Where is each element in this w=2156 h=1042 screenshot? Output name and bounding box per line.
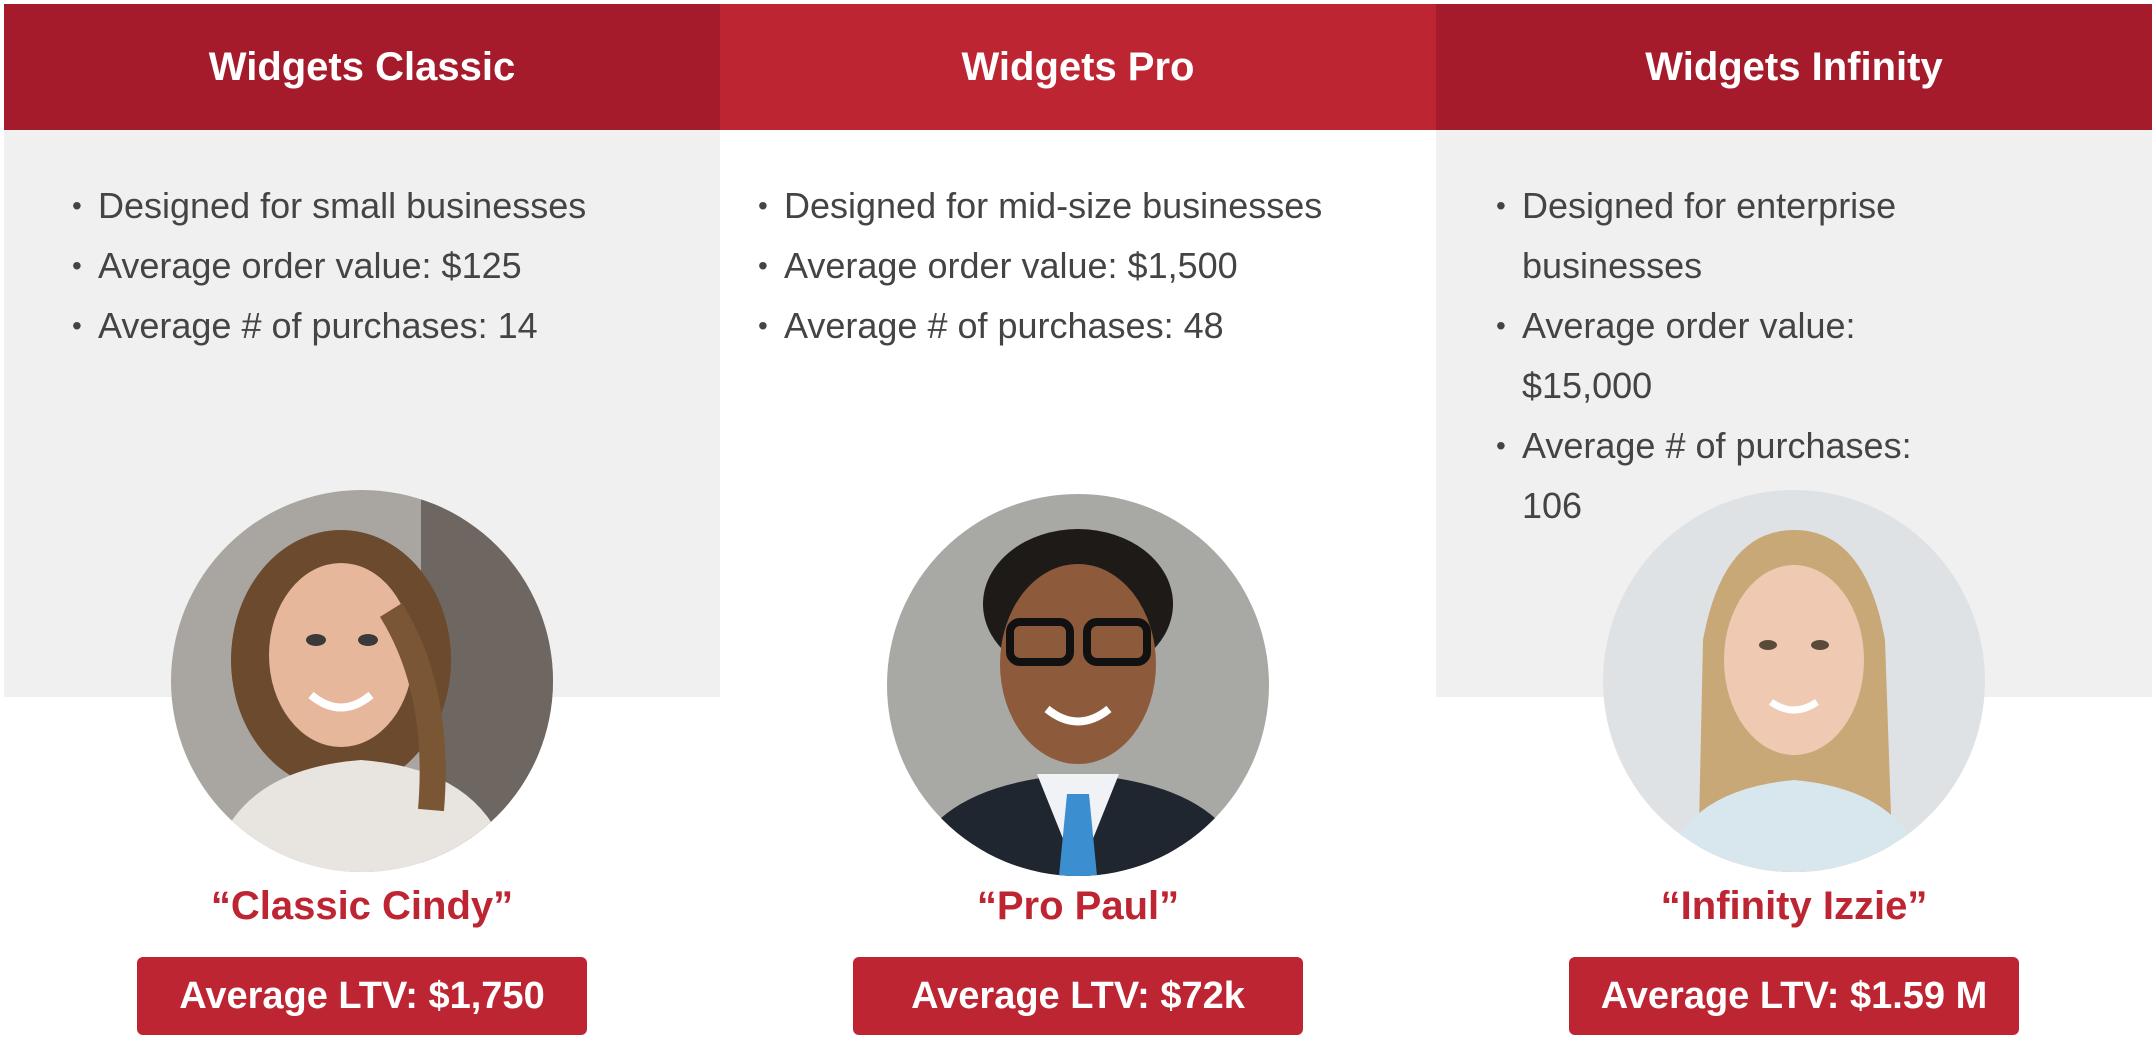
ltv-badge: Average LTV: $1,750 — [137, 957, 587, 1035]
feature-item: Average order value: $1,500 — [758, 236, 1406, 296]
tier-classic: Widgets Classic Designed for small busin… — [4, 4, 720, 1042]
persona-photo — [171, 490, 553, 872]
tier-title: Widgets Classic — [4, 4, 720, 130]
tier-details: Designed for mid-size businesses Average… — [720, 130, 1436, 697]
feature-item: Average order value: $15,000 — [1496, 296, 1956, 416]
feature-list: Designed for small businesses Average or… — [72, 176, 690, 356]
persona-photo — [1603, 490, 1985, 872]
feature-item: Average # of purchases: 48 — [758, 296, 1406, 356]
ltv-badge: Average LTV: $72k — [853, 957, 1303, 1035]
persona-name: “Infinity Izzie” — [1660, 884, 1928, 928]
feature-item: Average order value: $125 — [72, 236, 690, 296]
feature-item: Designed for small businesses — [72, 176, 690, 236]
tier-details: Designed for enterprise businesses Avera… — [1436, 130, 2152, 697]
tier-title: Widgets Pro — [720, 4, 1436, 130]
feature-item: Designed for enterprise businesses — [1496, 176, 1956, 296]
persona-name: “Pro Paul” — [976, 884, 1180, 928]
feature-item: Average # of purchases: 14 — [72, 296, 690, 356]
feature-item: Designed for mid-size businesses — [758, 176, 1406, 236]
feature-item: Average # of purchases: 106 — [1496, 416, 1956, 536]
feature-list: Designed for mid-size businesses Average… — [758, 176, 1406, 356]
persona-name: “Classic Cindy” — [210, 884, 514, 928]
feature-list: Designed for enterprise businesses Avera… — [1496, 176, 1956, 536]
tier-infinity: Widgets Infinity Designed for enterprise… — [1436, 4, 2152, 1042]
tier-pro: Widgets Pro Designed for mid-size busine… — [720, 4, 1436, 1042]
persona-photo — [887, 494, 1269, 876]
tier-title: Widgets Infinity — [1436, 4, 2152, 130]
ltv-badge: Average LTV: $1.59 M — [1569, 957, 2019, 1035]
